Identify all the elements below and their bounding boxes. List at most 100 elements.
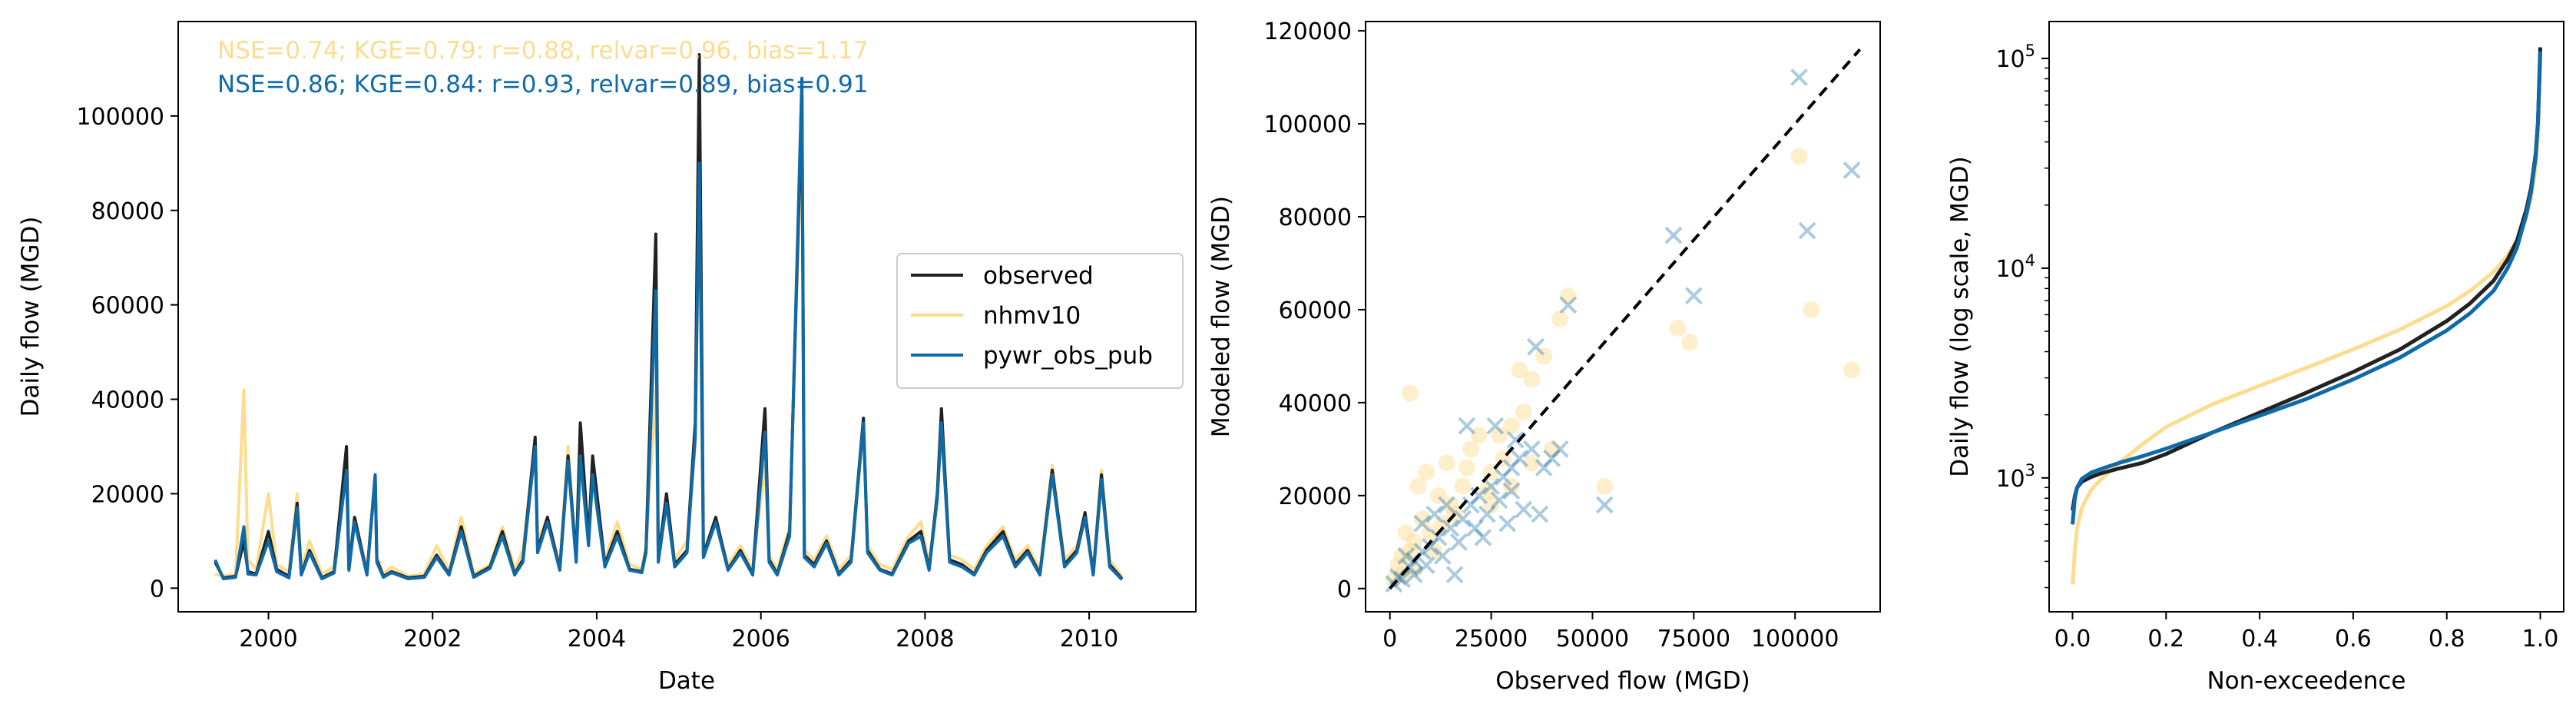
scatter-point-nhmv10 xyxy=(1596,477,1614,495)
y-tick-label: 103 xyxy=(1995,461,2035,493)
scatter-point-pywr_obs_pub xyxy=(1498,514,1517,533)
scatter-point-nhmv10 xyxy=(1669,320,1687,337)
scatter-point-nhmv10 xyxy=(1502,417,1520,435)
legend-label-pywr_obs_pub: pywr_obs_pub xyxy=(983,342,1153,370)
y-tick-exponent: 3 xyxy=(2025,461,2035,480)
y-tick-label: 100000 xyxy=(1263,111,1352,138)
x-tick-label: 75000 xyxy=(1657,626,1730,653)
y-tick-exponent: 5 xyxy=(2025,42,2035,60)
scatter-point-nhmv10 xyxy=(1413,510,1431,528)
scatter-point-nhmv10 xyxy=(1470,427,1488,444)
scatter-point-nhmv10 xyxy=(1681,334,1699,351)
scatter-point-nhmv10 xyxy=(1442,496,1459,513)
legend: observed nhmv10 pywr_obs_pub xyxy=(896,253,1184,389)
x-tick-label: 50000 xyxy=(1556,626,1629,653)
y-tick-label: 120000 xyxy=(1263,18,1352,45)
scatter-point-pywr_obs_pub xyxy=(1506,430,1525,449)
scatter-point-nhmv10 xyxy=(1511,361,1528,379)
y-tick-label: 40000 xyxy=(1279,390,1352,417)
scatter-point-nhmv10 xyxy=(1502,477,1520,495)
scatter-point-pywr_obs_pub xyxy=(1417,556,1435,574)
scatter-point-nhmv10 xyxy=(1389,556,1407,574)
scatter-point-pywr_obs_pub xyxy=(1466,519,1484,537)
legend-label-observed: observed xyxy=(983,262,1094,290)
x-tick-label: 25000 xyxy=(1455,626,1528,653)
scatter-point-nhmv10 xyxy=(1458,459,1475,477)
fdc-ylabel: Daily flow (log scale, MGD) xyxy=(1946,156,1974,477)
fdc-xlabel: Non-exceedence xyxy=(2207,667,2405,695)
scatter-point-pywr_obs_pub xyxy=(1527,337,1545,356)
scatter-point-pywr_obs_pub xyxy=(1664,226,1683,244)
scatter-point-pywr_obs_pub xyxy=(1790,68,1808,86)
x-tick-label: 2002 xyxy=(403,626,462,653)
scatter-point-pywr_obs_pub xyxy=(1522,440,1541,458)
scatter-point-pywr_obs_pub xyxy=(1405,566,1423,584)
timeseries-lines xyxy=(214,53,1124,581)
scatter-point-nhmv10 xyxy=(1422,524,1439,542)
scatter-point-nhmv10 xyxy=(1438,454,1455,472)
y-tick-label: 104 xyxy=(1995,251,2035,283)
y-tick-label: 105 xyxy=(1995,42,2035,73)
scatter-point-nhmv10 xyxy=(1523,370,1541,388)
y-tick-label: 100000 xyxy=(76,104,164,131)
scatter-point-nhmv10 xyxy=(1559,287,1577,304)
y-tick-label: 20000 xyxy=(1279,483,1352,510)
scatter-plot-frame xyxy=(1365,21,1881,613)
x-tick-label: 0.0 xyxy=(2055,626,2091,653)
y-tick-label: 0 xyxy=(1337,576,1352,603)
scatter-point-nhmv10 xyxy=(1397,524,1415,542)
scatter-point-pywr_obs_pub xyxy=(1393,570,1411,589)
scatter-point-nhmv10 xyxy=(1418,463,1435,481)
scatter-point-nhmv10 xyxy=(1406,561,1423,579)
scatter-point-nhmv10 xyxy=(1454,477,1472,495)
scatter-point-nhmv10 xyxy=(1406,533,1423,551)
scatter-point-pywr_obs_pub xyxy=(1502,459,1521,477)
y-tick-label: 80000 xyxy=(91,198,164,225)
scatter-xlabel: Observed flow (MGD) xyxy=(1495,667,1750,695)
scatter-point-nhmv10 xyxy=(1523,454,1541,472)
scatter-point-pywr_obs_pub xyxy=(1474,528,1492,546)
x-tick-label: 2000 xyxy=(239,626,297,653)
y-tick-label: 0 xyxy=(150,576,164,603)
scatter-point-pywr_obs_pub xyxy=(1515,500,1533,519)
scatter-point-nhmv10 xyxy=(1434,515,1452,533)
scatter-point-pywr_obs_pub xyxy=(1684,287,1703,305)
timeseries-annotation-pywr: NSE=0.86; KGE=0.84: r=0.93, relvar=0.89,… xyxy=(217,71,868,98)
scatter-point-pywr_obs_pub xyxy=(1490,491,1508,510)
scatter-point-pywr_obs_pub xyxy=(1531,505,1549,523)
x-tick-label: 0.4 xyxy=(2241,626,2278,653)
timeseries-ylabel: Daily flow (MGD) xyxy=(17,217,45,417)
scatter-point-pywr_obs_pub xyxy=(1482,477,1500,496)
x-tick-label: 0.8 xyxy=(2429,626,2465,653)
fdc-line-pywr_obs_pub xyxy=(2071,51,2542,525)
x-tick-label: 2004 xyxy=(568,626,626,653)
scatter-point-nhmv10 xyxy=(1515,403,1532,420)
scatter-point-pywr_obs_pub xyxy=(1421,537,1439,556)
fdc-plot-frame xyxy=(2048,21,2564,613)
x-tick-label: 0.6 xyxy=(2335,626,2372,653)
scatter-point-pywr_obs_pub xyxy=(1397,547,1415,565)
scatter-point-pywr_obs_pub xyxy=(1445,566,1464,584)
scatter-point-pywr_obs_pub xyxy=(1486,417,1505,435)
scatter-point-pywr_obs_pub xyxy=(1511,450,1528,467)
scatter-point-pywr_obs_pub xyxy=(1458,417,1476,435)
scatter-point-pywr_obs_pub xyxy=(1462,496,1480,514)
scatter-panel: 0 25000 50000 75000 100000 0 20000 40000 60000 8… xyxy=(1207,18,1881,695)
scatter-point-nhmv10 xyxy=(1482,496,1500,513)
scatter-point-nhmv10 xyxy=(1393,547,1411,565)
x-tick-label: 1.0 xyxy=(2522,626,2559,653)
y-tick-base: 10 xyxy=(1995,466,2025,493)
scatter-point-pywr_obs_pub xyxy=(1449,533,1468,551)
scatter-point-pywr_obs_pub xyxy=(1559,296,1578,314)
scatter-point-pywr_obs_pub xyxy=(1502,482,1521,500)
scatter-points xyxy=(1385,68,1861,593)
scatter-point-nhmv10 xyxy=(1543,440,1561,458)
y-tick-label: 80000 xyxy=(1279,204,1352,231)
scatter-point-pywr_obs_pub xyxy=(1798,221,1816,240)
x-tick-label: 0.2 xyxy=(2147,626,2184,653)
scatter-point-nhmv10 xyxy=(1551,311,1569,328)
scatter-point-nhmv10 xyxy=(1402,384,1419,402)
scatter-point-nhmv10 xyxy=(1535,347,1553,365)
